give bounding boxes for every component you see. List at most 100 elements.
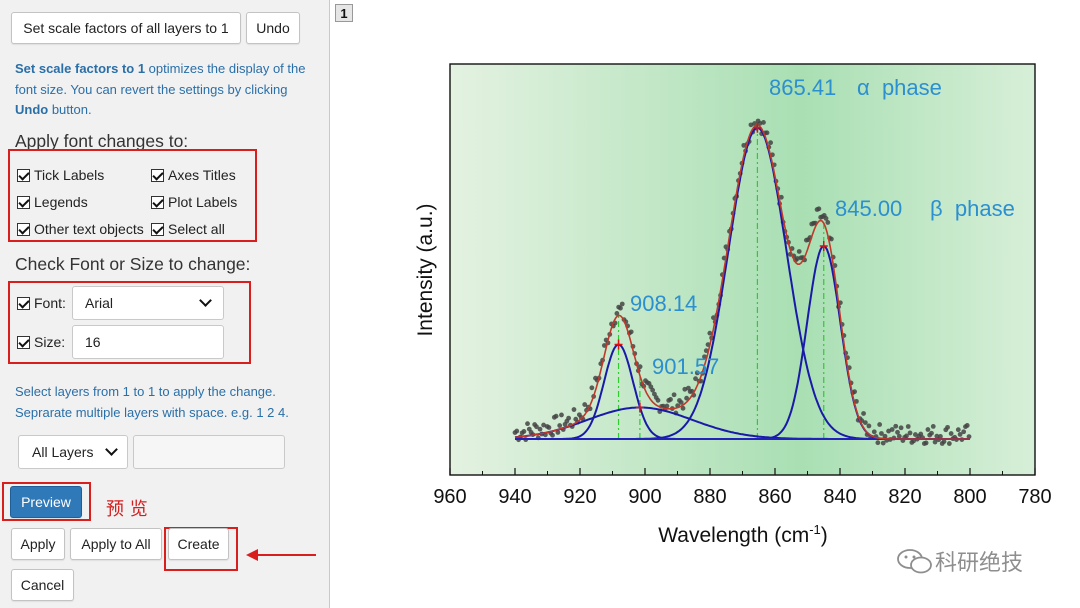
data-point [964,423,970,428]
data-point [854,398,859,404]
data-point [889,427,895,432]
data-point [861,411,866,416]
data-point [880,440,886,446]
data-point [825,220,831,225]
data-point [957,432,963,437]
data-point [961,429,967,435]
select-all-checkbox[interactable]: Select all [151,221,225,237]
apply-font-heading: Apply font changes to: [15,131,189,151]
data-point [948,431,954,436]
data-point [550,432,555,438]
undo-button[interactable]: Undo [246,12,300,44]
data-point [893,423,899,429]
layers-select[interactable]: All Layers [18,435,128,469]
data-point [895,429,900,435]
data-point [929,430,934,436]
layer-badge: 1 [335,4,353,22]
checkbox-icon [17,195,30,209]
data-point [628,329,634,335]
data-point [875,440,881,446]
font-checkbox[interactable]: Font: [17,295,66,311]
data-point [913,432,918,437]
create-button[interactable]: Create [168,528,229,560]
data-point [918,431,924,437]
apply-button[interactable]: Apply [11,528,65,560]
data-point [904,433,909,439]
plot-area [449,63,1036,476]
annotation-box-font-size [8,281,251,364]
data-point [525,421,530,427]
size-checkbox[interactable]: Size: [17,334,65,350]
data-point [938,434,943,439]
fit-curve [514,124,970,440]
checkbox-icon [17,222,30,236]
preview-button[interactable]: Preview [10,486,82,518]
data-point [637,364,643,370]
data-point [707,330,713,336]
font-select[interactable]: Arial [72,286,224,320]
legends-checkbox[interactable]: Legends [17,194,88,210]
data-point [955,427,961,433]
x-tick-label: 940 [498,486,531,508]
data-point [664,403,670,409]
size-input[interactable]: 16 [72,325,224,359]
peak-marker [614,339,623,350]
x-tick-label: 780 [1018,486,1051,508]
set-scale-factors-button[interactable]: Set scale factors of all layers to 1 [11,12,241,44]
data-point [941,439,947,445]
x-tick-label: 800 [953,486,986,508]
data-point [930,423,936,429]
check-font-heading: Check Font or Size to change: [15,254,251,274]
x-tick-label: 880 [693,486,726,508]
annotation-box-apply [8,149,257,242]
axes-titles-checkbox[interactable]: Axes Titles [151,167,236,183]
data-point [879,431,884,436]
data-point [925,427,931,432]
data-point [871,429,877,435]
peak-label-901: 901.57 [652,354,719,379]
data-point [655,397,661,403]
data-point [882,433,888,439]
apply-to-all-button[interactable]: Apply to All [70,528,162,560]
data-point [877,422,883,427]
data-point [862,420,868,426]
data-point [582,402,588,407]
x-tick-label: 840 [823,486,856,508]
x-axis-label: Wavelength (cm-1) [658,522,828,547]
data-point [614,311,620,316]
data-point [816,206,822,212]
data-point [896,433,902,439]
peak-label-865: 865.41 [769,75,836,100]
cancel-button[interactable]: Cancel [11,569,74,601]
data-point [601,343,607,348]
annotation-box-preview [2,482,91,521]
x-tick-label: 860 [758,486,791,508]
data-point [711,315,716,321]
checkbox-icon [151,195,164,209]
checkbox-icon [151,222,164,236]
data-point [678,400,684,405]
x-tick-label: 920 [563,486,596,508]
tick-labels-checkbox[interactable]: Tick Labels [17,167,104,183]
other-text-objects-checkbox[interactable]: Other text objects [17,221,144,237]
data-point [778,194,784,200]
data-point [866,423,872,429]
checkbox-icon [151,168,164,182]
annotation-arrow [246,549,316,561]
scale-hint-text: Set scale factors to 1 optimizes the dis… [15,61,306,117]
data-point [514,428,520,434]
checkbox-icon [17,335,30,349]
data-point [768,140,774,146]
data-point [618,305,623,311]
plot-labels-checkbox[interactable]: Plot Labels [151,194,237,210]
phase-label-alpha: α phase [857,75,942,100]
layers-input[interactable] [133,435,285,469]
data-point [555,430,561,435]
data-point [619,301,625,307]
data-point [945,424,950,430]
data-point [764,130,770,136]
checkbox-icon [17,168,30,182]
peak-marker [753,122,762,133]
layers-hint-text: Select layers from 1 to 1 to apply the c… [15,384,289,420]
data-point [923,440,929,446]
